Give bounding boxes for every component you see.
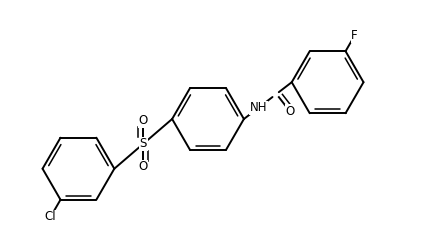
Text: O: O [138, 114, 147, 128]
Text: S: S [139, 137, 147, 150]
Text: Cl: Cl [45, 210, 56, 223]
Text: O: O [138, 160, 147, 173]
Text: F: F [351, 29, 357, 42]
Text: NH: NH [249, 101, 266, 114]
Text: O: O [285, 105, 294, 118]
